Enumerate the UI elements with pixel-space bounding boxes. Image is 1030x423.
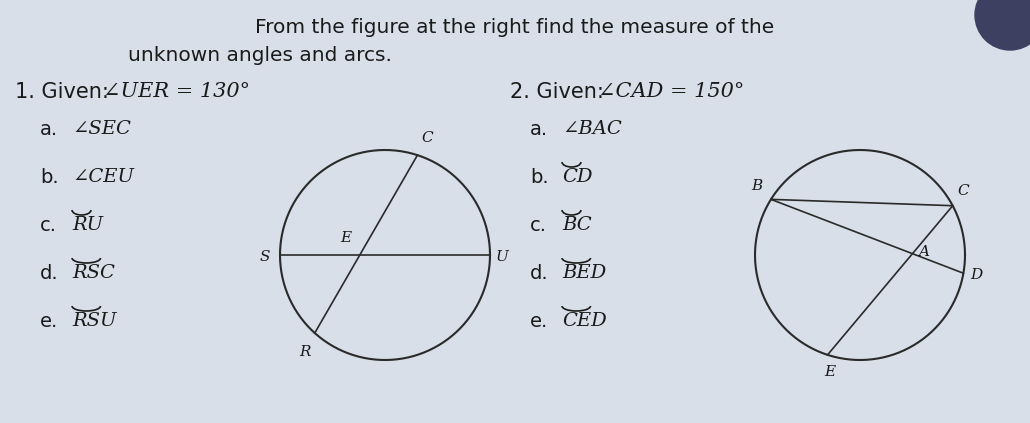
Text: d.: d. <box>530 264 549 283</box>
Text: C: C <box>421 131 433 145</box>
Text: ∠BAC: ∠BAC <box>562 120 622 138</box>
Text: 1. Given:: 1. Given: <box>15 82 109 102</box>
Text: d.: d. <box>40 264 59 283</box>
Text: U: U <box>496 250 509 264</box>
Text: BED: BED <box>562 264 607 282</box>
Text: E: E <box>824 365 835 379</box>
Text: RSU: RSU <box>72 312 116 330</box>
Text: D: D <box>970 268 983 282</box>
Text: CED: CED <box>562 312 607 330</box>
Text: 2. Given:: 2. Given: <box>510 82 604 102</box>
Text: c.: c. <box>530 216 547 235</box>
Text: e.: e. <box>40 312 59 331</box>
Text: RU: RU <box>72 216 103 234</box>
Text: R: R <box>300 345 311 359</box>
Text: C: C <box>958 184 969 198</box>
Text: ∠CEU: ∠CEU <box>72 168 134 186</box>
Circle shape <box>975 0 1030 50</box>
Text: S: S <box>260 250 270 264</box>
Text: E: E <box>341 231 352 245</box>
Text: ∠SEC: ∠SEC <box>72 120 131 138</box>
Text: BC: BC <box>562 216 591 234</box>
Text: From the figure at the right find the measure of the: From the figure at the right find the me… <box>255 18 775 37</box>
Text: a.: a. <box>40 120 58 139</box>
Text: unknown angles and arcs.: unknown angles and arcs. <box>128 46 392 65</box>
Text: c.: c. <box>40 216 57 235</box>
Text: b.: b. <box>530 168 549 187</box>
Text: a.: a. <box>530 120 548 139</box>
Text: b.: b. <box>40 168 59 187</box>
Text: B: B <box>752 179 763 193</box>
Text: RSC: RSC <box>72 264 115 282</box>
Text: ∠UER = 130°: ∠UER = 130° <box>103 82 250 101</box>
Text: ∠CAD = 150°: ∠CAD = 150° <box>598 82 745 101</box>
Text: A: A <box>919 244 929 259</box>
Text: CD: CD <box>562 168 592 186</box>
Text: e.: e. <box>530 312 548 331</box>
